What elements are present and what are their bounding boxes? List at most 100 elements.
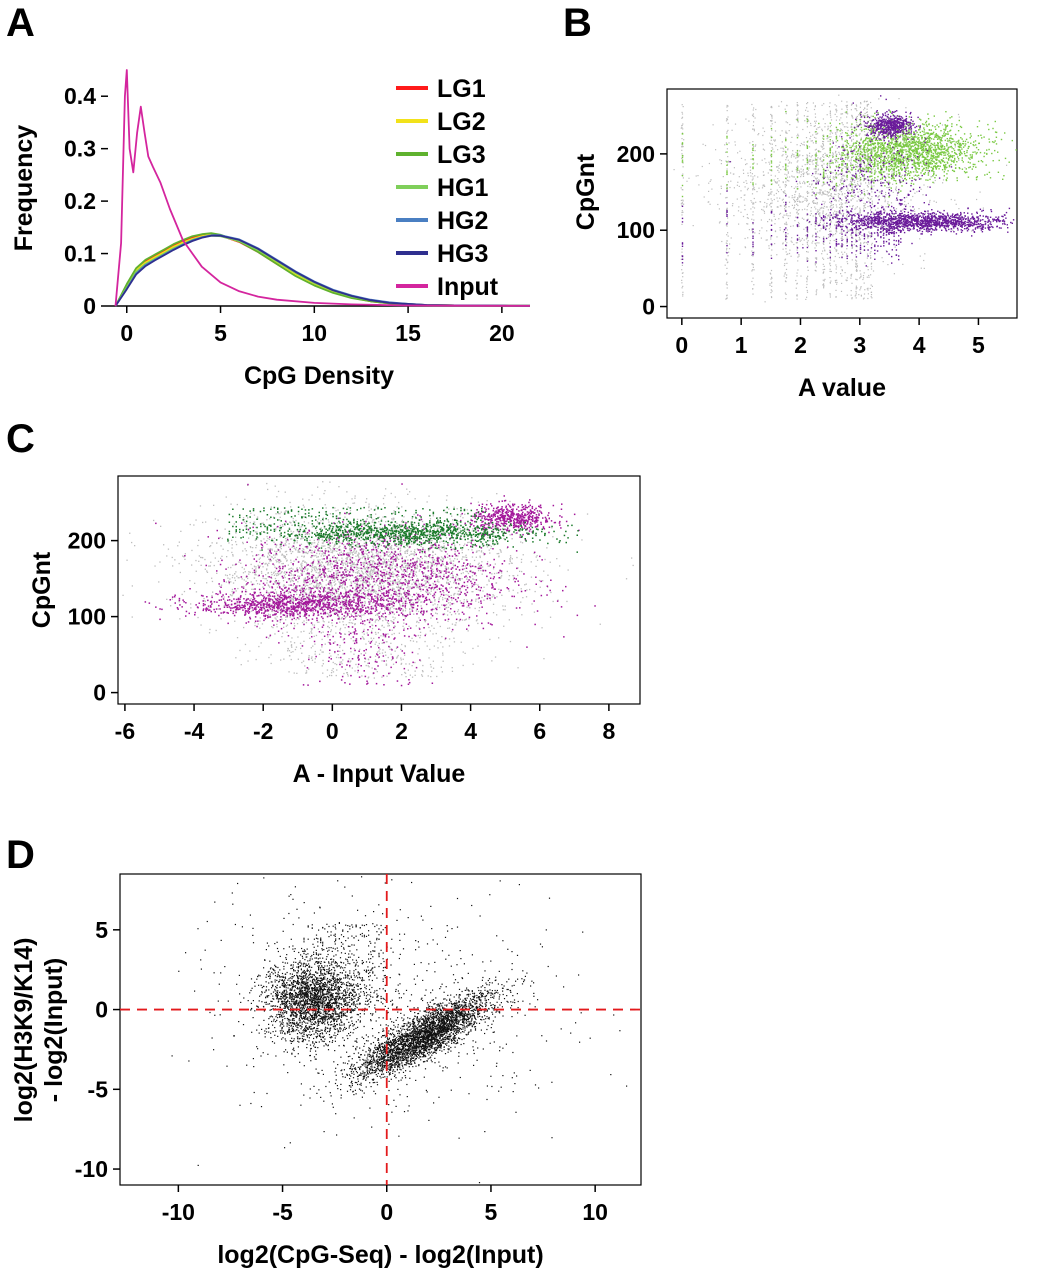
data-point [867,249,868,250]
data-point [807,126,808,127]
data-point [823,184,824,185]
data-point [807,229,808,230]
data-point [873,137,874,138]
data-point [796,204,797,205]
data-point [830,235,831,236]
data-point [867,206,868,207]
data-point [851,167,852,168]
data-point [774,180,775,181]
data-point [921,268,922,269]
data-point [847,140,848,141]
data-point [784,274,785,275]
data-point [927,140,928,141]
data-point [726,188,727,189]
data-point [958,130,959,131]
data-point [1005,158,1006,159]
data-point [873,116,874,117]
data-point [905,168,906,169]
data-point [852,198,853,199]
data-point [795,158,796,159]
data-point [882,178,883,179]
data-point [956,161,957,162]
data-point [864,131,865,132]
data-point [839,257,840,258]
data-point [771,121,772,122]
data-point [916,136,917,137]
data-point [844,175,845,176]
data-point [879,191,880,192]
data-point [980,135,981,136]
data-point [933,139,934,140]
x-tick-label: 10 [302,320,328,346]
data-point [726,120,727,121]
data-point [800,241,801,242]
data-point [851,283,852,284]
data-point [914,153,915,154]
data-point [911,177,912,178]
data-point [913,183,914,184]
data-point [800,195,801,196]
data-point [885,196,886,197]
data-point [769,219,770,220]
data-point [960,147,961,148]
data-point [858,294,859,295]
data-point [770,237,771,238]
data-point [847,258,848,259]
data-point [863,277,864,278]
data-point [683,139,684,140]
data-point [788,163,789,164]
data-point [818,214,819,215]
data-point [821,129,822,130]
data-point [855,239,856,240]
data-point [841,147,842,148]
data-point [945,130,946,131]
data-point [950,156,951,157]
data-point [880,179,881,180]
data-point [842,155,843,156]
data-point [913,149,914,150]
data-point [821,228,822,229]
data-point [771,297,772,298]
data-point [841,187,842,188]
data-point [915,171,916,172]
data-point [885,226,886,227]
data-point [743,170,744,171]
data-point [970,133,971,134]
data-point [836,231,837,232]
data-point [774,195,775,196]
data-point [936,162,937,163]
data-point [868,170,869,171]
data-point [785,154,786,155]
data-point [857,183,858,184]
data-point [846,220,847,221]
data-point [934,126,935,127]
data-point [790,212,791,213]
data-point [896,155,897,156]
data-point [840,133,841,134]
data-point [725,265,726,266]
data-point [807,230,808,231]
data-point [727,232,728,233]
data-point [934,213,935,214]
data-point [944,135,945,136]
data-point [830,250,831,251]
data-point [816,266,817,267]
data-point [890,112,891,113]
data-point [750,172,751,173]
data-point [836,183,837,184]
data-point [786,185,787,186]
data-point [823,154,824,155]
data-point [874,172,875,173]
data-point [682,123,683,124]
data-point [771,203,772,204]
data-point [730,172,731,173]
data-point [882,257,883,258]
data-point [908,141,909,142]
data-point [873,148,874,149]
data-point [839,136,840,137]
data-point [745,119,746,120]
data-point [864,147,865,148]
data-point [797,252,798,253]
data-point [963,147,964,148]
data-point [944,131,945,132]
